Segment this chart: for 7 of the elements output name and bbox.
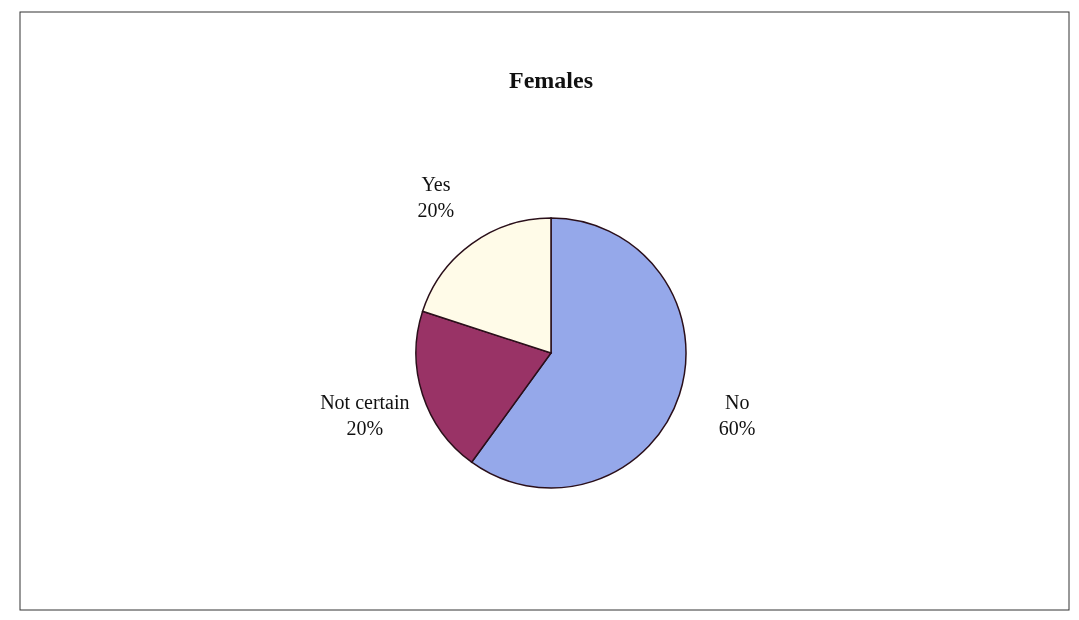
data-label: 20% bbox=[417, 198, 455, 221]
slice-label: Not certain bbox=[320, 391, 410, 414]
chart-title: Females bbox=[509, 67, 593, 93]
slice-label: Yes bbox=[421, 172, 451, 195]
slice-label: No bbox=[724, 391, 750, 414]
data-label: 20% bbox=[346, 417, 384, 440]
data-label: 60% bbox=[718, 417, 756, 440]
